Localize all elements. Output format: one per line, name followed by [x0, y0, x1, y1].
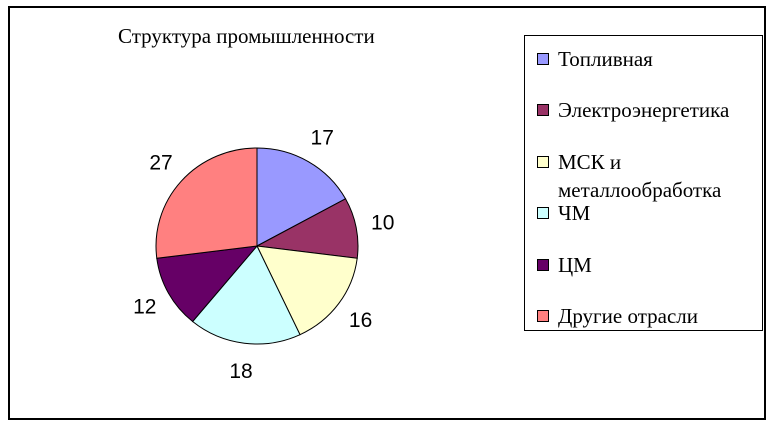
pie-slice	[156, 245, 259, 323]
pie-slice	[155, 147, 258, 259]
pie-slice	[256, 147, 347, 247]
chart-title: Структура промышленности	[118, 24, 375, 48]
legend-swatch	[537, 104, 549, 116]
legend-label: ЦМ	[558, 253, 592, 277]
pie-slice	[256, 245, 358, 336]
chart-frame: Структура промышленности 17 10 16 18 12 27 То…	[8, 6, 766, 420]
legend-swatch	[537, 259, 549, 271]
pie-data-label: 17	[311, 127, 334, 150]
legend-swatch	[537, 310, 549, 322]
pie-data-label: 27	[149, 152, 172, 175]
legend-swatch	[537, 53, 549, 65]
legend-label: Другие отрасли	[558, 304, 698, 328]
pie-data-label: 12	[133, 296, 156, 319]
pie-data-label: 16	[349, 309, 372, 332]
legend-swatch	[537, 207, 549, 219]
pie-chart: 17 10 16 18 12 27	[133, 127, 394, 384]
pie-data-label: 10	[371, 211, 394, 234]
legend-label: МСК и металлообработка	[558, 150, 722, 202]
pie-data-label: 18	[229, 360, 252, 383]
legend-label: Электроэнергетика	[558, 98, 730, 122]
legend-label: ЧМ	[558, 201, 591, 225]
legend-label: Топливная	[558, 47, 653, 71]
legend: Топливная Электроэнергетика МСК и металл…	[524, 35, 763, 331]
pie-slice	[191, 245, 301, 345]
legend-swatch	[537, 156, 549, 168]
